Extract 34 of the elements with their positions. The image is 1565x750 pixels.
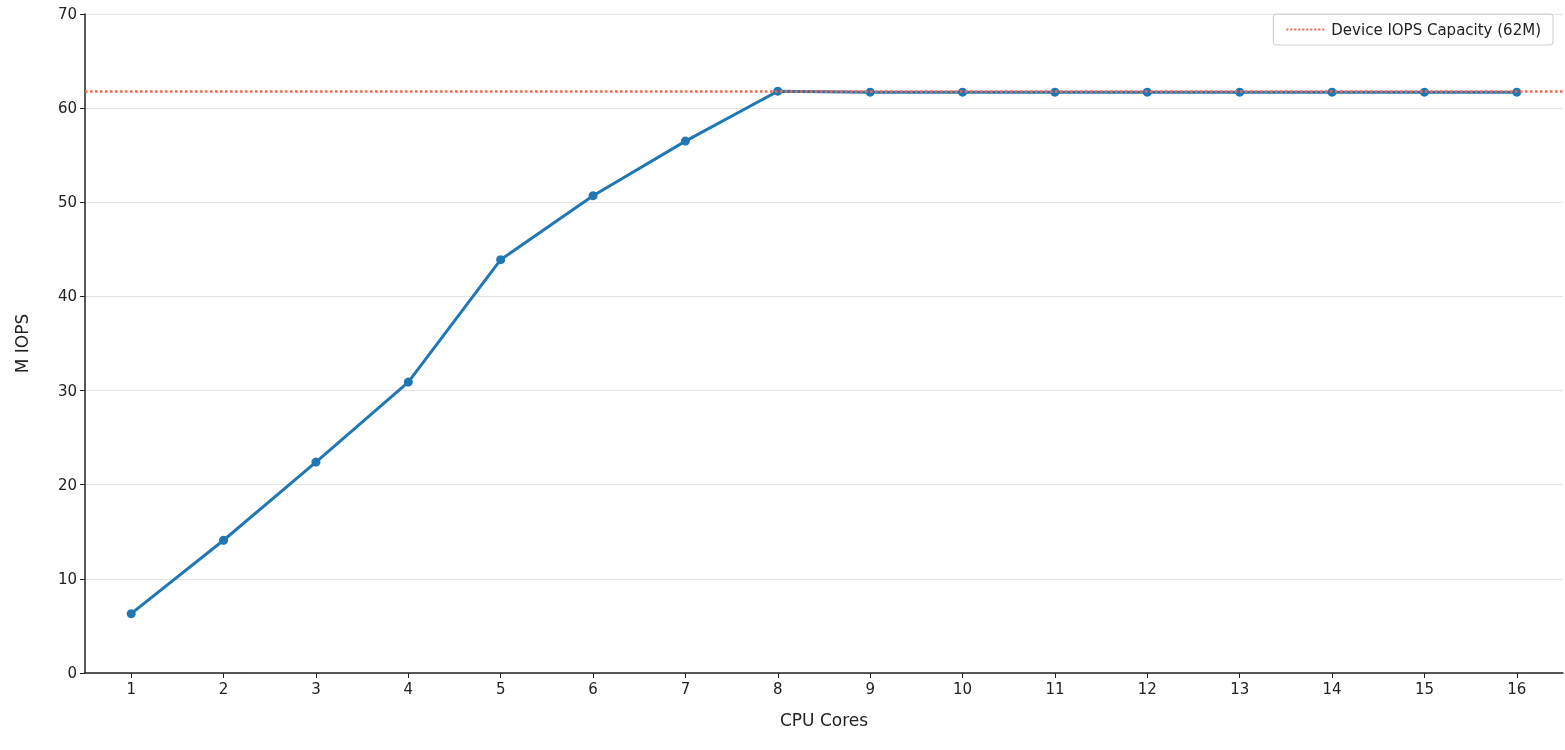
x-tick-label: 7 xyxy=(680,679,691,698)
x-tick-label: 2 xyxy=(218,679,229,698)
point xyxy=(403,377,413,387)
point xyxy=(680,136,690,146)
point xyxy=(219,535,229,545)
y-tick-label: 50 xyxy=(57,193,77,212)
y-tick-label: 30 xyxy=(57,381,77,400)
y-tick-label: 70 xyxy=(57,5,77,23)
x-tick-label: 16 xyxy=(1507,679,1527,698)
x-tick-label: 3 xyxy=(311,679,321,698)
legend-label: Device IOPS Capacity (62M) xyxy=(1331,20,1541,39)
x-tick-label: 1 xyxy=(126,679,136,698)
y-tick-label: 0 xyxy=(67,664,77,682)
x-tick-label: 13 xyxy=(1230,679,1250,698)
y-tick-label: 40 xyxy=(57,287,77,306)
y-tick-label: 20 xyxy=(57,475,77,494)
y-tick-label: 10 xyxy=(57,569,77,588)
x-tick-label: 8 xyxy=(773,679,783,698)
x-tick-label: 5 xyxy=(495,679,506,698)
x-tick-label: 6 xyxy=(588,679,598,698)
point xyxy=(126,609,136,619)
x-tick-label: 9 xyxy=(865,679,875,698)
x-axis-title: CPU Cores xyxy=(779,709,869,730)
y-axis-title: M IOPS xyxy=(11,313,32,374)
x-tick-label: 12 xyxy=(1137,679,1157,698)
x-tick-label: 4 xyxy=(403,679,414,698)
x-tick-label: 14 xyxy=(1322,679,1342,698)
point xyxy=(311,457,321,467)
y-tick-label: 60 xyxy=(57,99,77,118)
x-tick-label: 15 xyxy=(1414,679,1434,698)
point xyxy=(496,255,506,265)
x-tick-label: 10 xyxy=(953,679,973,698)
point xyxy=(588,191,598,201)
x-tick-label: 11 xyxy=(1045,679,1065,698)
